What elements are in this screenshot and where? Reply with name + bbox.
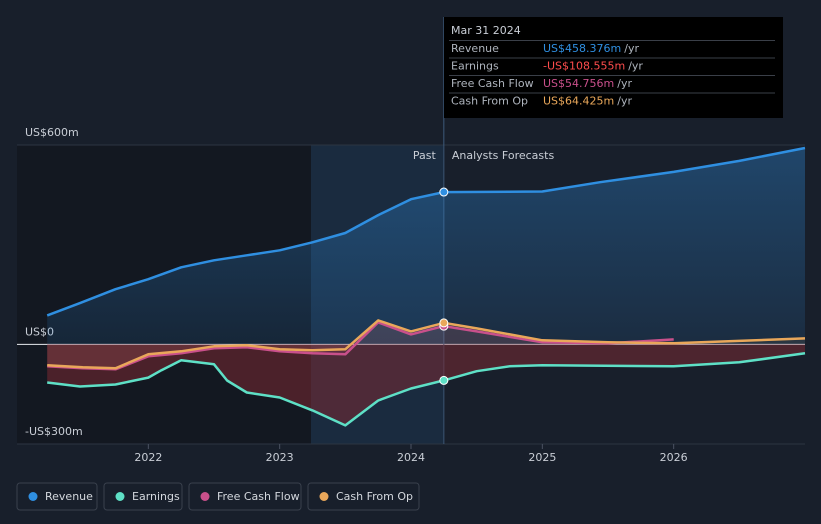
series-area xyxy=(47,344,805,426)
legend-item[interactable]: Cash From Op xyxy=(307,482,420,511)
legend-button[interactable] xyxy=(103,482,183,511)
legend-text: Free Cash Flow xyxy=(217,490,300,503)
legend-swatch xyxy=(319,492,329,501)
legend-swatch xyxy=(200,492,210,501)
past-label: Past xyxy=(413,149,437,162)
tooltip-unit: /yr xyxy=(624,42,639,55)
forecast-label: Analysts Forecasts xyxy=(452,149,555,162)
highlight-point xyxy=(439,187,449,197)
legend-swatch xyxy=(115,492,125,501)
tooltip-unit: /yr xyxy=(617,95,632,108)
tooltip-value: US$458.376m/yr xyxy=(543,42,639,55)
tooltip-label: Free Cash Flow xyxy=(451,77,534,90)
tooltip-unit: /yr xyxy=(628,60,643,73)
tooltip-value: US$54.756m/yr xyxy=(543,77,632,90)
y-tick-label: US$600m xyxy=(25,126,79,139)
tooltip-value-number: -US$108.555m xyxy=(543,60,625,73)
x-tick-label: 2025 xyxy=(528,451,556,464)
tooltip-value: -US$108.555m/yr xyxy=(543,60,643,73)
legend-text: Earnings xyxy=(132,490,180,503)
tooltip-date: Mar 31 2024 xyxy=(451,24,521,37)
tooltip-label: Revenue xyxy=(451,42,499,55)
tooltip-value: US$64.425m/yr xyxy=(543,95,632,108)
legend-item[interactable]: Free Cash Flow xyxy=(188,482,302,511)
series-area xyxy=(47,148,805,345)
series-line xyxy=(47,352,806,427)
series-line xyxy=(47,321,674,371)
tooltip-label: Earnings xyxy=(451,60,499,73)
y-tick-label: US$0 xyxy=(25,325,54,338)
legend-swatch xyxy=(28,492,38,501)
legend-button[interactable] xyxy=(307,482,420,511)
tooltip-value-number: US$458.376m xyxy=(543,42,621,55)
series-area xyxy=(47,322,674,370)
legend-text: Cash From Op xyxy=(336,490,413,503)
series-line xyxy=(47,319,806,370)
legend-item[interactable]: Revenue xyxy=(16,482,98,511)
x-tick-label: 2022 xyxy=(134,451,162,464)
highlight-point xyxy=(439,375,449,385)
tooltip-value-number: US$64.425m xyxy=(543,95,614,108)
tooltip-value-number: US$54.756m xyxy=(543,77,614,90)
tooltip-unit: /yr xyxy=(617,77,632,90)
x-tick-label: 2026 xyxy=(660,451,688,464)
y-tick-label: -US$300m xyxy=(25,425,83,438)
legend-text: Revenue xyxy=(45,490,93,503)
x-tick-label: 2024 xyxy=(397,451,425,464)
legend-item[interactable]: Earnings xyxy=(103,482,183,511)
legend-button[interactable] xyxy=(188,482,302,511)
legend-button[interactable] xyxy=(16,482,98,511)
tooltip-label: Cash From Op xyxy=(451,95,528,108)
series-line xyxy=(46,146,806,317)
tooltip-box xyxy=(444,17,783,118)
x-tick-label: 2023 xyxy=(266,451,294,464)
highlight-point xyxy=(439,318,449,328)
